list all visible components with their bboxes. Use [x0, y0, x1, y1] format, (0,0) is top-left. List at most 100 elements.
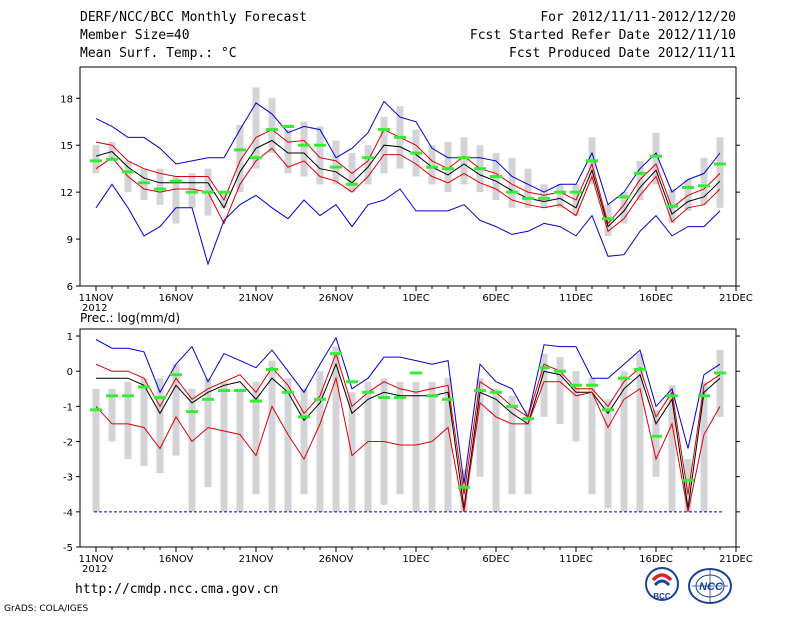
precip-spread-box [268, 360, 276, 512]
precip-spread-box [540, 353, 548, 417]
grads-credit: GrADS: COLA/IGES [4, 604, 89, 614]
temp-spread-box [92, 145, 100, 174]
temp-observed-marker [282, 124, 294, 128]
temp-spread-box [460, 137, 468, 185]
temp-xtick-label: 11NOV [79, 293, 114, 304]
precip-observed-marker [218, 389, 230, 393]
precip-spread-box [492, 388, 500, 512]
fcst-started-date: Fcst Started Refer Date 2012/11/10 [469, 28, 736, 43]
precip-xtick-label: 26NOV [319, 554, 354, 565]
precip-spread-box [108, 388, 116, 442]
precip-observed-marker [234, 389, 246, 393]
temp-spread-box [172, 176, 180, 224]
precip-spread-box [220, 381, 228, 512]
temp-observed-marker [442, 167, 454, 171]
precip-spread-box [396, 381, 404, 495]
precip-spread-box [252, 381, 260, 495]
precip-ytick-label: -5 [63, 543, 73, 554]
temp-observed-marker [394, 135, 406, 139]
temp-ytick-label: 18 [60, 94, 73, 105]
precip-observed-marker [538, 366, 550, 370]
temp-observed-marker [138, 181, 150, 185]
precip-spread-box [588, 378, 596, 495]
precip-spread-box [316, 371, 324, 512]
precip-spread-box [204, 378, 212, 488]
precip-observed-marker [442, 397, 454, 401]
temp-lower-line [95, 147, 721, 233]
bcc-logo-text: BCC [653, 592, 671, 601]
precip-spread-box [332, 346, 340, 512]
precip-ytick-label: -3 [63, 473, 73, 484]
precip-observed-marker [202, 397, 214, 401]
temp-spread-box [364, 145, 372, 185]
precip-spread-box [188, 388, 196, 512]
temp-frame [79, 66, 737, 287]
temp-xtick-label: 16NOV [159, 293, 194, 304]
temp-observed-marker [202, 190, 214, 194]
precip-spread-box [92, 388, 100, 512]
bcc-logo-icon: BCC [645, 567, 679, 601]
temp-spread-box [332, 140, 340, 185]
precip-spread-box [444, 378, 452, 512]
precip-observed-marker [138, 385, 150, 389]
precip-xtick-label: 6DEC [482, 554, 509, 565]
precip-observed-marker [474, 389, 486, 393]
temp-spread-box [428, 145, 436, 185]
precip-spread-box [572, 371, 580, 442]
precip-observed-marker [250, 399, 262, 403]
precip-observed-marker [170, 373, 182, 377]
temp-observed-marker [458, 156, 470, 160]
temp-observed-marker [522, 196, 534, 200]
temp-observed-marker [250, 156, 262, 160]
temp-min-line [95, 183, 721, 266]
precip-xtick-label: 21DEC [719, 554, 753, 565]
temp-spread-box [156, 168, 164, 205]
temp-ytick-label: 12 [60, 188, 73, 199]
temp-upper-line [95, 128, 721, 225]
source-url[interactable]: http://cmdp.ncc.cma.gov.cn [75, 582, 279, 597]
precip-observed-marker [330, 352, 342, 356]
temp-spread-box [140, 168, 148, 200]
temp-spread-box [700, 157, 708, 205]
precip-observed-marker [362, 390, 374, 394]
temp-observed-marker [474, 167, 486, 171]
precip-observed-marker [666, 394, 678, 398]
temp-spread-box [348, 153, 356, 193]
precip-spread-box [476, 378, 484, 477]
temp-observed-marker [666, 204, 678, 208]
temp-spread-box [444, 142, 452, 193]
precip-observed-marker [90, 408, 102, 412]
temp-observed-marker [410, 151, 422, 155]
precip-ytick-label: -1 [63, 402, 73, 413]
temp-max-line [95, 100, 721, 206]
precip-spread-box [364, 381, 372, 512]
precip-observed-marker [282, 390, 294, 394]
precip-observed-marker [186, 410, 198, 414]
precip-observed-marker [378, 396, 390, 400]
temp-observed-marker [570, 190, 582, 194]
precip-observed-marker [410, 371, 422, 375]
precip-spread-box [348, 392, 356, 512]
temp-spread-box [252, 87, 260, 169]
temp-observed-marker [186, 190, 198, 194]
temp-spread-box [556, 184, 564, 208]
precip-spread-box [508, 395, 516, 495]
temp-observed-marker [650, 154, 662, 158]
precip-observed-marker [490, 390, 502, 394]
temp-observed-marker [378, 128, 390, 132]
precip-spread-box [668, 385, 676, 512]
temp-xtick-label: 16DEC [639, 293, 673, 304]
precip-spread-box [620, 371, 628, 512]
precip-spread-box [716, 350, 724, 417]
temp-observed-marker [426, 165, 438, 169]
precip-observed-marker [122, 394, 134, 398]
precip-observed-marker [634, 367, 646, 371]
precip-lower-line [95, 376, 721, 512]
precip-xtick-label: 16NOV [159, 554, 194, 565]
precip-spread-box [556, 357, 564, 424]
precip-observed-marker [426, 394, 438, 398]
temp-spread-box [188, 173, 196, 208]
member-size: Member Size=40 [80, 28, 190, 43]
precip-ytick-label: -4 [63, 508, 73, 519]
